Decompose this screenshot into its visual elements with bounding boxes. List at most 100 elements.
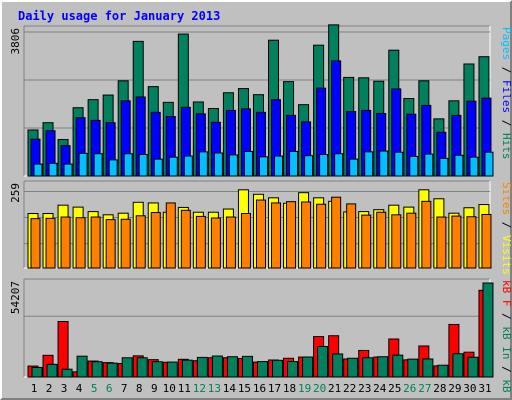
- bar-sites: [150, 212, 161, 269]
- bar-pages: [319, 154, 329, 177]
- bar-pages: [258, 156, 268, 177]
- bar-sites: [120, 218, 131, 269]
- day-label: 3: [61, 382, 68, 395]
- bar-sites: [391, 214, 402, 269]
- bar-kb-out: [256, 361, 268, 378]
- bar-pages: [48, 162, 58, 177]
- y-max-label: 54207: [9, 281, 22, 314]
- legend-entry: /: [500, 307, 512, 327]
- bar-sites: [316, 203, 327, 269]
- chart-title: Daily usage for January 2013: [18, 9, 220, 23]
- bar-pages: [379, 150, 389, 177]
- bar-kb-out: [196, 356, 208, 378]
- day-label: 14: [223, 382, 237, 395]
- day-label: 13: [208, 382, 221, 395]
- bar-kb-out: [106, 362, 118, 378]
- bar-kb-out: [31, 366, 43, 378]
- bar-kb-out: [377, 356, 389, 378]
- day-label: 7: [121, 382, 128, 395]
- legend-entry: /: [500, 360, 512, 380]
- bar-kb-out: [392, 354, 404, 378]
- bar-pages: [364, 151, 374, 177]
- bar-sites: [90, 216, 101, 269]
- bar-sites: [346, 203, 357, 269]
- day-label: 19: [298, 382, 311, 395]
- bar-pages: [138, 154, 148, 177]
- day-label: 20: [313, 382, 326, 395]
- bar-pages: [78, 152, 88, 177]
- bar-kb-out: [287, 361, 299, 378]
- bar-sites: [406, 212, 417, 269]
- bar-kb-out: [452, 353, 464, 378]
- bar-pages: [93, 153, 103, 177]
- bar-sites: [240, 213, 251, 269]
- legend-entry: /: [500, 60, 512, 80]
- bar-pages: [198, 151, 208, 177]
- bar-sites: [75, 217, 86, 269]
- bar-pages: [349, 158, 359, 177]
- day-label: 12: [193, 382, 206, 395]
- bar-kb-out: [422, 358, 434, 378]
- bar-sites: [286, 201, 297, 269]
- day-label: 16: [253, 382, 266, 395]
- legend-entry: kB F: [500, 280, 512, 307]
- bar-sites: [30, 218, 41, 269]
- bar-pages: [409, 155, 419, 177]
- legend-entry: kB Out: [500, 379, 512, 400]
- bar-pages: [289, 150, 299, 177]
- bar-pages: [213, 152, 223, 177]
- bar-sites: [436, 216, 447, 269]
- bar-kb-out: [317, 345, 329, 378]
- bar-kb-out: [362, 357, 374, 378]
- bar-kb-out: [467, 356, 479, 378]
- legend-entry: Pages: [500, 27, 512, 60]
- bar-kb-out: [166, 361, 178, 378]
- chart-panels: 3806 Pages / Files / Hits 259 Sites / Visit…: [9, 24, 512, 400]
- day-label: 2: [46, 382, 53, 395]
- bar-kb-out: [272, 359, 284, 378]
- bar-kb-f: [57, 321, 69, 378]
- bar-sites: [60, 216, 71, 269]
- bar-sites: [361, 214, 372, 269]
- bar-sites: [195, 215, 206, 269]
- day-label: 30: [463, 382, 476, 395]
- y-max-label: 3806: [9, 28, 22, 55]
- bar-sites: [481, 213, 492, 269]
- legend-entry: Files: [500, 80, 512, 113]
- bar-sites: [376, 211, 387, 269]
- bar-kb-out: [482, 282, 494, 378]
- bar-sites: [255, 199, 266, 269]
- bar-pages: [63, 163, 73, 177]
- series-legend: Pages / Files / Hits: [500, 27, 512, 160]
- bar-sites: [165, 202, 176, 269]
- panel-visitors: 259 Sites / Visits: [9, 180, 512, 275]
- bar-sites: [210, 217, 221, 269]
- day-label: 28: [433, 382, 446, 395]
- day-label: 25: [388, 382, 401, 395]
- day-label: 15: [238, 382, 251, 395]
- bar-kb-out: [91, 361, 103, 378]
- bar-sites: [225, 216, 236, 269]
- bar-pages: [484, 151, 494, 177]
- bar-kb-out: [302, 356, 314, 378]
- bar-sites: [301, 201, 312, 269]
- bar-pages: [334, 153, 344, 177]
- day-axis: 1 2 3 4 5 6 7 8 9 10 11 12 13 14 15 16 17 18 19 20 21 22 23 24 2…: [31, 382, 492, 395]
- series-legend: kB F / kB In / kB Out: [500, 280, 512, 400]
- bar-kb-out: [46, 363, 58, 378]
- bar-kb-out: [347, 357, 359, 378]
- bar-pages: [153, 158, 163, 177]
- bar-kb-out: [76, 355, 88, 378]
- bar-kb-out: [437, 364, 449, 378]
- day-label: 5: [91, 382, 98, 395]
- day-label: 10: [163, 382, 176, 395]
- bar-kb-out: [241, 355, 253, 378]
- series-legend: Sites / Visits: [500, 182, 512, 275]
- bar-pages: [168, 156, 178, 177]
- bar-pages: [243, 150, 253, 177]
- bar-sites: [135, 215, 146, 269]
- legend-entry: /: [500, 113, 512, 133]
- bar-kb-out: [407, 358, 419, 378]
- bar-pages: [183, 155, 193, 177]
- day-label: 22: [343, 382, 356, 395]
